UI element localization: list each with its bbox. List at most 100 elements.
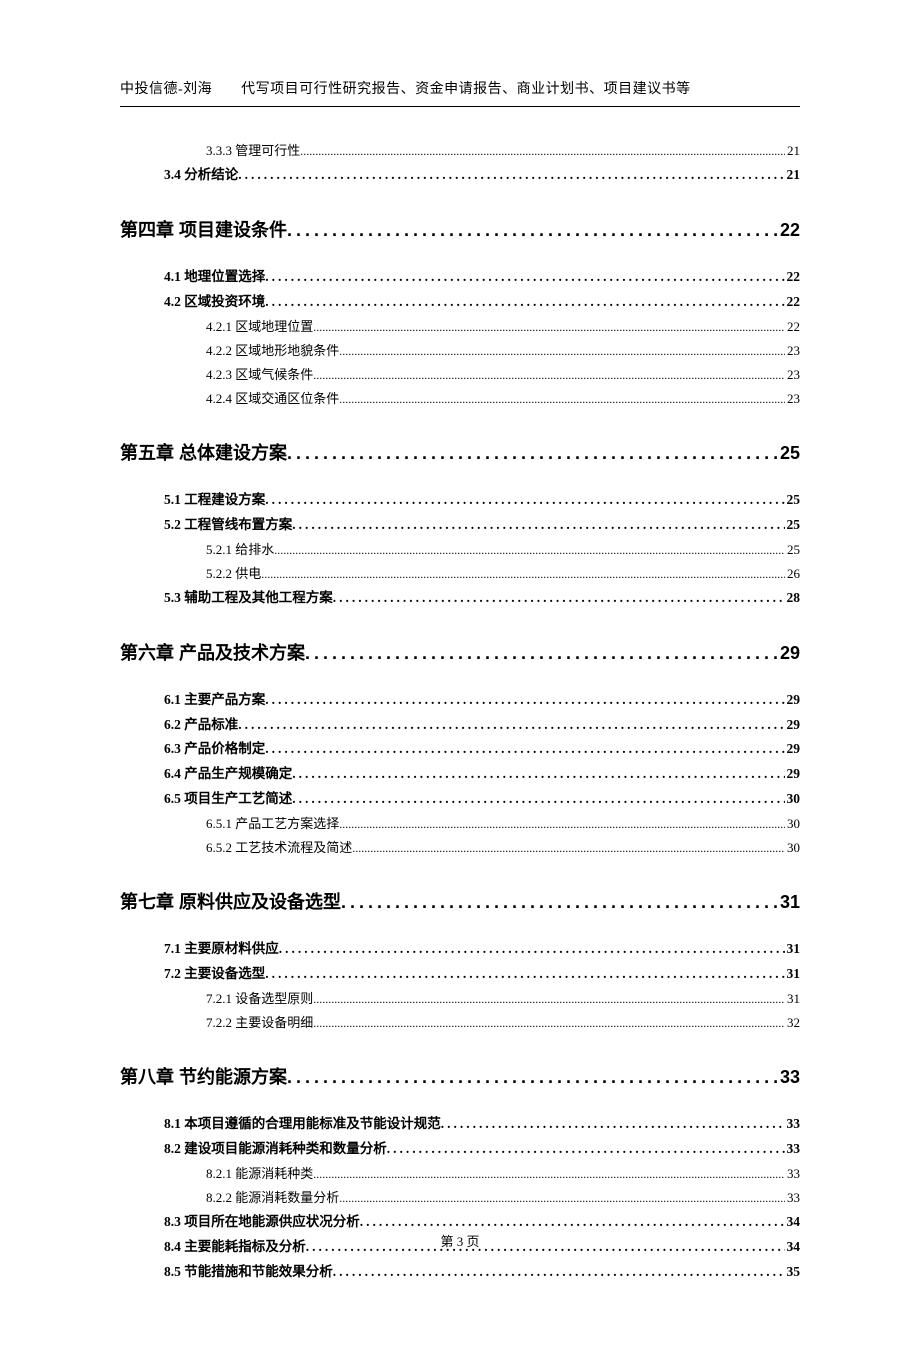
toc-entry-label: 5.2.1 给排水 — [206, 538, 274, 562]
toc-entry: 第五章 总体建设方案 .............................… — [120, 439, 800, 468]
toc-entry-page: 29 — [778, 639, 800, 668]
toc-entry-label: 8.2.2 能源消耗数量分析 — [206, 1186, 339, 1210]
toc-leader-dots: ........................................… — [333, 586, 785, 611]
toc-entry-page: 21 — [785, 139, 800, 163]
toc-entry-label: 6.5.2 工艺技术流程及简述 — [206, 836, 352, 860]
toc-entry-label: 4.2.2 区域地形地貌条件 — [206, 339, 339, 363]
toc-entry: 6.5.1 产品工艺方案选择 .........................… — [120, 812, 800, 836]
toc-leader-dots: ........................................… — [339, 813, 785, 835]
toc-entry-page: 23 — [785, 363, 800, 387]
toc-entry: 5.2.2 供电 ...............................… — [120, 562, 800, 586]
toc-leader-dots: ........................................… — [339, 388, 785, 410]
toc-entry: 4.2.4 区域交通区位条件 .........................… — [120, 387, 800, 411]
toc-leader-dots: ........................................… — [305, 639, 778, 668]
toc-entry: 8.2.2 能源消耗数量分析 .........................… — [120, 1186, 800, 1210]
toc-entry-label: 4.2.4 区域交通区位条件 — [206, 387, 339, 411]
toc-entry: 6.2 产品标准 ...............................… — [120, 713, 800, 738]
toc-entry-page: 23 — [785, 339, 800, 363]
toc-entry-label: 第八章 节约能源方案 — [120, 1063, 287, 1092]
toc-leader-dots: ........................................… — [339, 1187, 785, 1209]
table-of-contents: 3.3.3 管理可行性 ............................… — [120, 139, 800, 1285]
toc-entry-page: 30 — [785, 787, 801, 812]
toc-entry-label: 第四章 项目建设条件 — [120, 216, 287, 245]
toc-entry-label: 4.2 区域投资环境 — [164, 290, 265, 315]
toc-entry: 7.1 主要原材料供应 ............................… — [120, 937, 800, 962]
toc-entry-page: 25 — [785, 488, 801, 513]
toc-entry-page: 29 — [785, 713, 801, 738]
toc-entry-page: 33 — [778, 1063, 800, 1092]
toc-entry: 7.2.2 主要设备明细 ...........................… — [120, 1011, 800, 1035]
toc-entry: 4.2.2 区域地形地貌条件 .........................… — [120, 339, 800, 363]
toc-entry-page: 26 — [785, 562, 800, 586]
toc-leader-dots: ........................................… — [238, 163, 784, 188]
toc-entry: 5.1 工程建设方案 .............................… — [120, 488, 800, 513]
toc-entry: 8.5 节能措施和节能效果分析 ........................… — [120, 1260, 800, 1285]
toc-leader-dots: ........................................… — [313, 1163, 785, 1185]
toc-entry-page: 22 — [778, 216, 800, 245]
toc-entry-label: 6.5.1 产品工艺方案选择 — [206, 812, 339, 836]
toc-entry: 第四章 项目建设条件 .............................… — [120, 216, 800, 245]
toc-entry-label: 7.2.1 设备选型原则 — [206, 987, 313, 1011]
toc-entry-label: 6.3 产品价格制定 — [164, 737, 265, 762]
page-footer: 第 3 页 — [0, 1231, 920, 1250]
toc-entry-page: 23 — [785, 387, 800, 411]
toc-leader-dots: ........................................… — [265, 962, 784, 987]
toc-entry: 8.1 本项目遵循的合理用能标准及节能设计规范 ................… — [120, 1112, 800, 1137]
toc-leader-dots: ........................................… — [265, 688, 784, 713]
toc-entry-page: 25 — [785, 513, 801, 538]
toc-entry-page: 29 — [785, 762, 801, 787]
toc-leader-dots: ........................................… — [333, 1260, 785, 1285]
toc-leader-dots: ........................................… — [313, 364, 785, 386]
toc-entry: 6.5.2 工艺技术流程及简述 ........................… — [120, 836, 800, 860]
toc-entry: 5.3 辅助工程及其他工程方案 ........................… — [120, 586, 800, 611]
toc-leader-dots: ........................................… — [352, 837, 785, 859]
toc-leader-dots: ........................................… — [292, 762, 784, 787]
toc-entry: 8.2.1 能源消耗种类 ...........................… — [120, 1162, 800, 1186]
toc-entry-label: 7.1 主要原材料供应 — [164, 937, 279, 962]
toc-entry: 6.5 项目生产工艺简述 ...........................… — [120, 787, 800, 812]
toc-entry: 第八章 节约能源方案 .............................… — [120, 1063, 800, 1092]
toc-entry: 7.2.1 设备选型原则 ...........................… — [120, 987, 800, 1011]
toc-entry: 4.2 区域投资环境 .............................… — [120, 290, 800, 315]
toc-leader-dots: ........................................… — [292, 513, 784, 538]
toc-entry: 6.1 主要产品方案 .............................… — [120, 688, 800, 713]
toc-entry-label: 3.3.3 管理可行性 — [206, 139, 300, 163]
toc-leader-dots: ........................................… — [287, 216, 778, 245]
toc-entry: 8.2 建设项目能源消耗种类和数量分析 ....................… — [120, 1137, 800, 1162]
toc-entry-page: 35 — [785, 1260, 801, 1285]
toc-leader-dots: ........................................… — [313, 1012, 785, 1034]
toc-entry: 5.2.1 给排水 ..............................… — [120, 538, 800, 562]
toc-entry-label: 7.2 主要设备选型 — [164, 962, 265, 987]
toc-entry-page: 21 — [785, 163, 801, 188]
toc-entry-page: 33 — [785, 1112, 801, 1137]
toc-entry-page: 31 — [785, 987, 800, 1011]
toc-entry-page: 29 — [785, 737, 801, 762]
toc-entry: 7.2 主要设备选型 .............................… — [120, 962, 800, 987]
toc-entry: 4.1 地理位置选择 .............................… — [120, 265, 800, 290]
toc-entry-label: 第七章 原料供应及设备选型 — [120, 888, 341, 917]
toc-entry-page: 30 — [785, 812, 800, 836]
toc-entry-page: 31 — [785, 962, 801, 987]
toc-leader-dots: ........................................… — [265, 290, 784, 315]
toc-entry-page: 29 — [785, 688, 801, 713]
toc-entry-label: 第六章 产品及技术方案 — [120, 639, 305, 668]
toc-entry: 6.3 产品价格制定 .............................… — [120, 737, 800, 762]
toc-entry: 4.2.1 区域地理位置 ...........................… — [120, 315, 800, 339]
toc-entry-label: 8.2 建设项目能源消耗种类和数量分析 — [164, 1137, 387, 1162]
toc-leader-dots: ........................................… — [261, 563, 785, 585]
toc-entry: 4.2.3 区域气候条件 ...........................… — [120, 363, 800, 387]
toc-entry-label: 6.2 产品标准 — [164, 713, 238, 738]
toc-entry: 3.3.3 管理可行性 ............................… — [120, 139, 800, 163]
toc-entry-page: 22 — [785, 290, 801, 315]
toc-leader-dots: ........................................… — [287, 1063, 778, 1092]
toc-leader-dots: ........................................… — [274, 539, 785, 561]
page-header: 中投信德-刘海 代写项目可行性研究报告、资金申请报告、商业计划书、项目建议书等 — [120, 78, 800, 107]
toc-entry-label: 5.1 工程建设方案 — [164, 488, 265, 513]
toc-leader-dots: ........................................… — [313, 988, 785, 1010]
toc-entry-label: 第五章 总体建设方案 — [120, 439, 287, 468]
toc-entry-page: 33 — [785, 1137, 801, 1162]
toc-leader-dots: ........................................… — [441, 1112, 785, 1137]
toc-entry-page: 22 — [785, 265, 801, 290]
toc-leader-dots: ........................................… — [238, 713, 784, 738]
toc-leader-dots: ........................................… — [287, 439, 778, 468]
